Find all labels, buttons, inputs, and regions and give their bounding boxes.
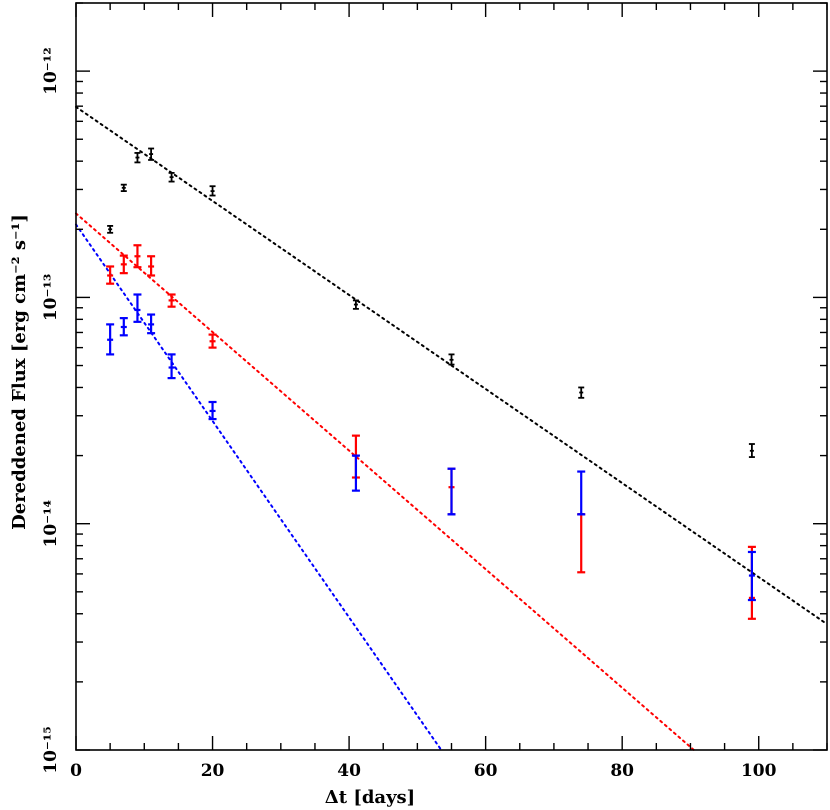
error-bar-2-0 <box>106 323 115 356</box>
fit-line-1 <box>75 212 695 751</box>
x-tick-label: 0 <box>70 761 82 781</box>
error-bar-0-4 <box>168 172 175 183</box>
error-bar-2-1 <box>119 317 128 337</box>
error-bar-0-2 <box>134 152 141 164</box>
error-bar-1-0 <box>106 265 115 285</box>
error-bar-0-1 <box>120 183 127 192</box>
error-bar-1-2 <box>133 244 142 269</box>
error-bar-2-3 <box>147 313 156 335</box>
y-tick-label: 10⁻¹³ <box>41 274 61 322</box>
x-tick-label: 40 <box>337 761 361 781</box>
y-axis-title: Dereddened Flux [erg cm⁻² s⁻¹] <box>9 214 30 530</box>
error-bar-0-6 <box>352 299 359 310</box>
error-bar-2-6 <box>351 454 360 492</box>
error-bar-2-7 <box>447 467 456 516</box>
y-tick-label: 10⁻¹⁴ <box>41 500 61 548</box>
x-tick-label: 20 <box>201 761 225 781</box>
error-bar-2-4 <box>167 353 176 380</box>
y-tick-label: 10⁻¹⁵ <box>41 726 61 774</box>
plot-background <box>76 3 827 750</box>
error-bar-0-9 <box>748 443 755 458</box>
error-bar-1-1 <box>119 254 128 275</box>
error-bars <box>106 147 756 620</box>
x-tick-label: 80 <box>610 761 634 781</box>
error-bar-1-5 <box>208 333 217 349</box>
error-bar-0-5 <box>209 185 216 197</box>
error-bar-0-8 <box>578 386 585 399</box>
fit-line-2 <box>75 223 443 751</box>
x-tick-label: 100 <box>741 761 777 781</box>
error-bar-2-2 <box>133 293 142 323</box>
error-bar-2-5 <box>208 400 217 421</box>
y-tick-label: 10⁻¹² <box>41 47 61 95</box>
error-bar-2-8 <box>577 470 586 516</box>
plot-frame <box>75 2 828 751</box>
error-bar-1-4 <box>167 293 176 308</box>
error-bar-1-3 <box>147 255 156 277</box>
fit-lines <box>75 105 828 751</box>
error-bar-0-3 <box>148 147 155 161</box>
x-axis-title: Δt [days] <box>325 787 415 808</box>
error-bar-2-9 <box>747 550 756 602</box>
error-bar-0-0 <box>107 225 114 234</box>
error-bar-0-7 <box>448 353 455 366</box>
x-tick-label: 60 <box>474 761 498 781</box>
fit-line-0 <box>75 105 828 626</box>
tick-labels: 0 20 40 60 80 100 10⁻¹⁵ 10⁻¹⁴ 10⁻¹³ 10⁻¹² <box>41 47 777 781</box>
